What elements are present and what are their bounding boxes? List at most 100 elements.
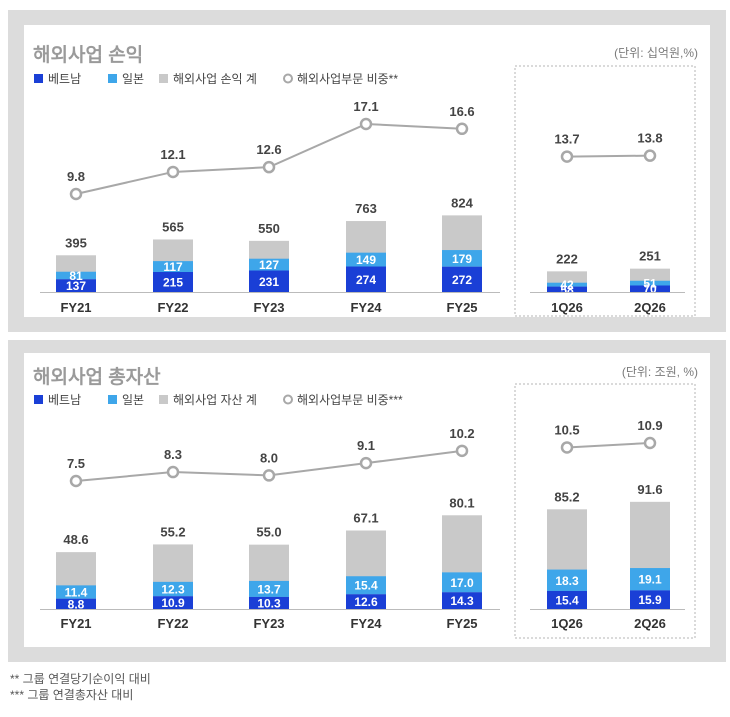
assets-bar-japan bbox=[56, 585, 96, 599]
assets-label-japan: 19.1 bbox=[638, 573, 662, 587]
assets-bar-japan bbox=[346, 576, 386, 595]
assets-bar-japan bbox=[547, 569, 587, 591]
assets-ratio-point bbox=[643, 436, 657, 450]
assets-bar-vietnam bbox=[630, 590, 670, 609]
profit-category-label: FY24 bbox=[350, 300, 382, 315]
assets-label-japan: 13.7 bbox=[257, 582, 281, 596]
profit-label-total: 395 bbox=[65, 235, 87, 250]
assets-label-total: 55.2 bbox=[160, 524, 185, 539]
profit-ratio-label: 13.7 bbox=[554, 132, 579, 147]
profit-category-label: FY21 bbox=[60, 300, 91, 315]
profit-ratio-point bbox=[455, 122, 469, 136]
profit-label-total: 222 bbox=[556, 251, 578, 266]
profit-ratio-label: 17.1 bbox=[353, 99, 378, 114]
assets-ratio-label: 7.5 bbox=[67, 456, 85, 471]
footnote-profit: ** 그룹 연결당기순이익 대비 bbox=[10, 672, 151, 686]
profit-ratio-point bbox=[262, 160, 276, 174]
profit-ratio-label: 13.8 bbox=[637, 131, 662, 146]
profit-category-label: FY25 bbox=[446, 300, 477, 315]
profit-label-japan: 117 bbox=[163, 260, 183, 274]
profit-legend-label-0: 베트남 bbox=[48, 72, 81, 86]
assets-bar-japan bbox=[153, 581, 193, 597]
profit-label-vietnam: 231 bbox=[259, 275, 279, 289]
profit-legend-label-2: 해외사업 손익 계 bbox=[173, 72, 257, 86]
profit-label-vietnam: 58 bbox=[560, 283, 574, 297]
assets-legend-swatch-0 bbox=[34, 395, 43, 404]
profit-bar-vietnam bbox=[547, 286, 587, 292]
assets-label-japan: 11.4 bbox=[65, 586, 88, 600]
profit-ratio-label: 16.6 bbox=[449, 104, 474, 119]
profit-category-label: 2Q26 bbox=[634, 300, 666, 315]
profit-bar-vietnam bbox=[442, 266, 482, 292]
assets-ratio-label: 8.3 bbox=[164, 447, 182, 462]
profit-label-japan: 42 bbox=[560, 278, 574, 292]
assets-unit-label: (단위: 조원, %) bbox=[622, 365, 698, 379]
profit-chart-title: 해외사업 손익 bbox=[33, 44, 143, 66]
assets-label-total: 55.0 bbox=[256, 525, 281, 540]
profit-bar-japan bbox=[153, 261, 193, 273]
profit-bar-japan bbox=[56, 271, 96, 280]
assets-label-total: 80.1 bbox=[449, 495, 474, 510]
assets-legend-label-0: 베트남 bbox=[48, 393, 81, 407]
assets-bar-vietnam bbox=[346, 594, 386, 609]
assets-legend: 베트남 일본 해외사업 자산 계 해외사업부문 비중*** bbox=[34, 393, 403, 407]
profit-ratio-point bbox=[359, 117, 373, 131]
assets-label-total: 48.6 bbox=[63, 532, 88, 547]
profit-ratio-label: 9.8 bbox=[67, 169, 85, 184]
profit-ratio-label: 12.6 bbox=[256, 142, 281, 157]
profit-legend-swatch-ratio bbox=[283, 73, 293, 84]
profit-label-total: 251 bbox=[639, 249, 661, 264]
assets-chart-title: 해외사업 총자산 bbox=[33, 366, 161, 388]
assets-legend-label-3: 해외사업부문 비중*** bbox=[297, 393, 403, 407]
profit-unit-label: (단위: 십억원,%) bbox=[614, 46, 698, 60]
profit-bar-japan bbox=[547, 282, 587, 287]
assets-ratio-point bbox=[455, 444, 469, 458]
assets-ratio-label: 10.9 bbox=[637, 418, 662, 433]
profit-legend-swatch-1 bbox=[108, 74, 117, 83]
assets-label-japan: 17.0 bbox=[450, 576, 474, 590]
profit-label-japan: 51 bbox=[643, 277, 657, 291]
assets-ratio-label: 10.5 bbox=[554, 422, 579, 437]
profit-label-japan: 149 bbox=[356, 253, 376, 267]
assets-bar-vietnam bbox=[153, 596, 193, 609]
profit-ratio-point bbox=[166, 165, 180, 179]
assets-label-vietnam: 10.3 bbox=[257, 596, 281, 610]
profit-ratio-label: 12.1 bbox=[160, 147, 185, 162]
profit-label-vietnam: 137 bbox=[66, 279, 86, 293]
assets-category-label: FY24 bbox=[350, 616, 382, 631]
profit-label-total: 550 bbox=[258, 221, 280, 236]
assets-bar-japan bbox=[249, 580, 289, 597]
profit-legend-label-3: 해외사업부문 비중** bbox=[297, 72, 398, 86]
assets-bar-japan bbox=[442, 572, 482, 593]
assets-ratio-point bbox=[166, 465, 180, 479]
profit-category-label: FY22 bbox=[157, 300, 188, 315]
assets-ratio-point bbox=[560, 441, 574, 454]
assets-label-total: 67.1 bbox=[353, 510, 378, 525]
assets-label-japan: 15.4 bbox=[354, 579, 378, 593]
assets-legend-swatch-2 bbox=[159, 395, 168, 404]
assets-label-japan: 18.3 bbox=[555, 574, 579, 588]
profit-label-total: 565 bbox=[162, 219, 184, 234]
profit-bar-japan bbox=[346, 252, 386, 267]
profit-bar-vietnam bbox=[346, 266, 386, 292]
assets-label-vietnam: 10.9 bbox=[161, 596, 185, 610]
profit-ratio-point bbox=[643, 149, 657, 162]
profit-label-vietnam: 215 bbox=[163, 276, 183, 290]
profit-label-vietnam: 272 bbox=[452, 273, 472, 287]
assets-quarter-box bbox=[514, 383, 696, 639]
profit-bar-vietnam bbox=[153, 272, 193, 292]
assets-label-japan: 12.3 bbox=[161, 583, 185, 597]
profit-ratio-line-annual bbox=[75, 122, 463, 195]
profit-bar-vietnam bbox=[630, 285, 670, 292]
assets-category-label: 2Q26 bbox=[634, 616, 666, 631]
profit-label-japan: 179 bbox=[452, 252, 472, 266]
assets-bar-vietnam bbox=[547, 590, 587, 609]
assets-ratio-label: 9.1 bbox=[357, 438, 375, 453]
profit-ratio-point bbox=[560, 150, 574, 163]
assets-label-vietnam: 12.6 bbox=[354, 595, 378, 609]
assets-category-label: FY22 bbox=[157, 616, 188, 631]
assets-legend-swatch-ratio bbox=[283, 394, 293, 405]
assets-label-vietnam: 15.4 bbox=[555, 593, 579, 607]
assets-bar-vietnam bbox=[249, 596, 289, 609]
